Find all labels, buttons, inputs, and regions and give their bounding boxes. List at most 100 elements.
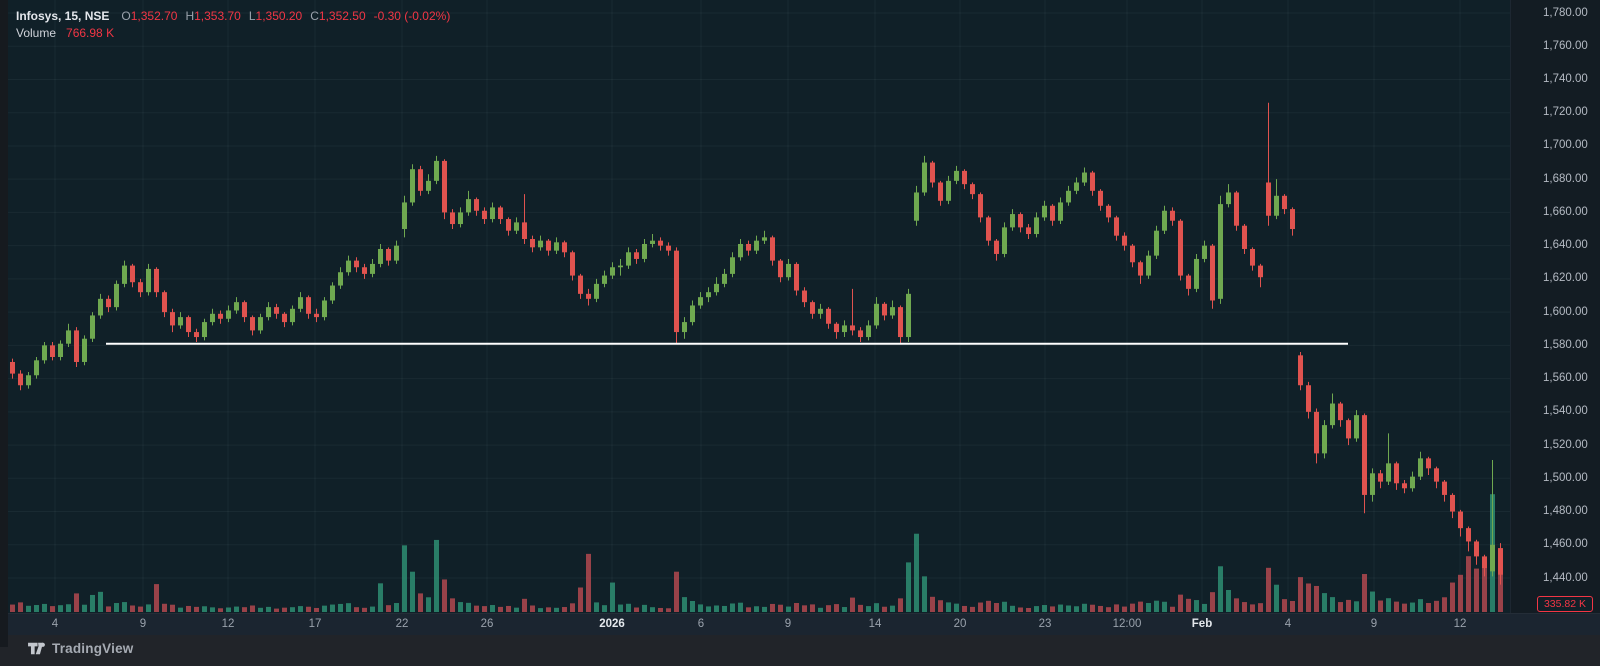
candle — [298, 297, 303, 309]
volume-bar — [1338, 602, 1343, 612]
candle — [746, 243, 751, 251]
low-key: L — [248, 8, 256, 23]
low-value: 1,350.20 — [255, 8, 303, 23]
candle — [1210, 245, 1215, 301]
candle — [1122, 235, 1127, 246]
candle — [138, 282, 143, 293]
volume-bar — [202, 606, 207, 612]
volume-bar — [1250, 604, 1255, 612]
time-axis-label: 12 — [1453, 618, 1467, 630]
candle — [1346, 420, 1351, 439]
candle — [778, 260, 783, 278]
volume-bar — [362, 607, 367, 612]
volume-bar — [1266, 567, 1271, 612]
volume-bar — [258, 607, 263, 612]
candle — [1458, 511, 1463, 529]
volume-bar — [1018, 607, 1023, 612]
candle — [178, 317, 183, 326]
price-axis-label: 1,580.00 — [1543, 338, 1588, 351]
volume-bar — [554, 607, 559, 612]
time-axis-label: 12:00 — [1112, 618, 1142, 630]
time-axis-label: 9 — [139, 618, 147, 630]
volume-bar — [570, 603, 575, 612]
volume-title[interactable]: Volume — [16, 25, 57, 40]
volume-bar — [514, 607, 519, 612]
candle — [1362, 415, 1367, 495]
volume-bar — [546, 607, 551, 612]
candle — [106, 298, 111, 308]
candle — [466, 199, 471, 213]
candlestick-chart[interactable] — [0, 0, 1600, 613]
volume-bar — [946, 602, 951, 612]
volume-bar — [1378, 600, 1383, 612]
candle — [362, 267, 367, 274]
candle — [1490, 544, 1495, 572]
volume-bar — [1298, 577, 1303, 612]
candle — [218, 313, 223, 319]
volume-bar — [474, 605, 479, 612]
volume-bar — [842, 607, 847, 612]
price-axis-label: 1,740.00 — [1543, 72, 1588, 85]
volume-bar — [1026, 607, 1031, 612]
volume-bar — [650, 607, 655, 612]
candle — [754, 240, 759, 251]
candle — [978, 194, 983, 218]
time-axis-label: 22 — [395, 618, 409, 630]
volume-bar — [1162, 601, 1167, 612]
volume-bar — [506, 605, 511, 612]
candle — [194, 332, 199, 338]
volume-bar — [490, 605, 495, 612]
candle — [250, 317, 255, 331]
tradingview-logo[interactable]: TradingView — [27, 640, 133, 657]
candle — [1170, 210, 1175, 221]
candle — [18, 373, 23, 386]
candle — [1186, 275, 1191, 289]
candle — [818, 308, 823, 314]
candle — [1002, 227, 1007, 254]
symbol-title[interactable]: Infosys, 15, NSE — [16, 8, 110, 23]
candle — [1274, 195, 1279, 216]
volume-bar — [954, 603, 959, 612]
candle — [1266, 182, 1271, 216]
volume-bar — [1186, 598, 1191, 612]
time-axis[interactable]: 4 9 12 17 22 26 2026 6 9 14 20 23 12:00 Feb 4 9 12 — [8, 613, 1600, 635]
candle — [1442, 481, 1447, 495]
legend-symbol-row: Infosys, 15, NSE O 1,352.70 H 1,353.70 L… — [16, 8, 450, 23]
candle — [58, 343, 63, 357]
volume-bar — [1050, 606, 1055, 612]
candle — [834, 323, 839, 333]
candle — [258, 317, 263, 331]
candle — [162, 292, 167, 313]
volume-bar — [1370, 591, 1375, 612]
volume-bar — [74, 593, 79, 612]
time-axis-label: 20 — [953, 618, 967, 630]
candle — [770, 237, 775, 261]
volume-bar — [138, 606, 143, 612]
volume-bar — [914, 533, 919, 612]
candle — [594, 283, 599, 299]
volume-bar — [426, 597, 431, 612]
candle — [714, 283, 719, 293]
candle — [282, 313, 287, 323]
candle — [130, 265, 135, 283]
volume-bar — [218, 608, 223, 612]
candle — [90, 315, 95, 339]
price-chart-pane[interactable]: Infosys, 15, NSE O 1,352.70 H 1,353.70 L… — [0, 0, 1600, 613]
candle — [1154, 230, 1159, 256]
candle — [1282, 195, 1287, 210]
price-axis[interactable]: 335.82 K 1,780.00 1,760.00 1,740.00 1,720.0… — [1510, 0, 1600, 613]
volume-bar — [1146, 603, 1151, 612]
candle — [242, 302, 247, 318]
candle — [538, 240, 543, 248]
candle — [1082, 172, 1087, 183]
candle — [1162, 210, 1167, 231]
candle — [802, 290, 807, 303]
volume-bar — [354, 607, 359, 612]
volume-bar — [1498, 559, 1503, 612]
candle — [986, 217, 991, 241]
volume-bar — [874, 603, 879, 612]
time-axis-label: 26 — [480, 618, 494, 630]
volume-bar — [890, 605, 895, 612]
candle — [354, 260, 359, 268]
volume-bar — [994, 603, 999, 612]
